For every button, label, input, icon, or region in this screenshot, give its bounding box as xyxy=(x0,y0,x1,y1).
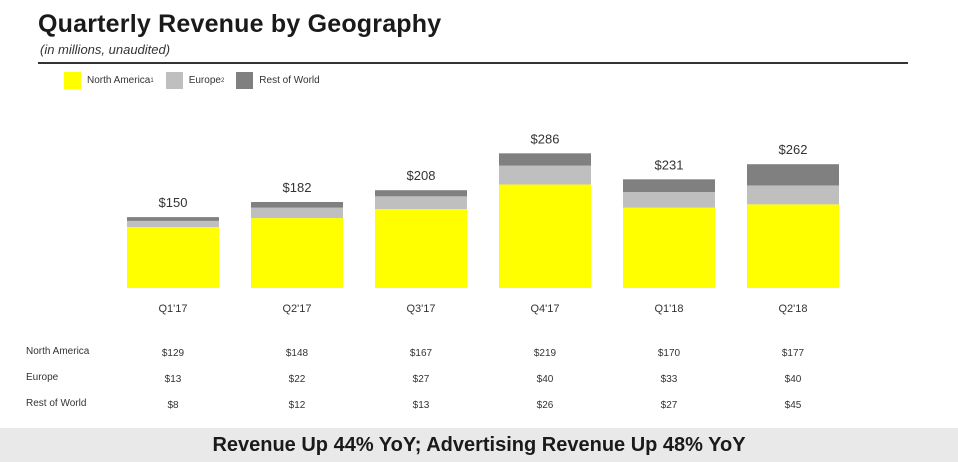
table-cell-rest-of-world-q4-17: $26 xyxy=(537,400,554,411)
bar-north-america-q1-17 xyxy=(127,227,219,288)
bar-rest-of-world-q3-17 xyxy=(375,190,467,197)
total-label-q4-17: $286 xyxy=(531,131,560,146)
bar-europe-q2-18 xyxy=(747,185,839,205)
footer-text: Revenue Up 44% YoY; Advertising Revenue … xyxy=(212,433,746,456)
table-cell-rest-of-world-q1-18: $27 xyxy=(661,400,678,411)
table-cell-north-america-q2-18: $177 xyxy=(782,348,805,359)
bar-north-america-q4-17 xyxy=(499,184,591,288)
table-cell-north-america-q1-18: $170 xyxy=(658,348,681,359)
total-label-q2-18: $262 xyxy=(779,142,808,157)
table-cell-rest-of-world-q1-17: $8 xyxy=(167,400,179,411)
legend-swatch-north-america xyxy=(64,72,81,89)
bar-europe-q4-17 xyxy=(499,165,591,185)
total-label-q1-18: $231 xyxy=(655,157,684,172)
table-cell-europe-q1-18: $33 xyxy=(661,374,678,385)
x-tick-label-q2-17: Q2'17 xyxy=(282,303,311,315)
legend-swatch-europe xyxy=(165,72,183,89)
bar-rest-of-world-q4-17 xyxy=(499,153,591,166)
bar-europe-q1-17 xyxy=(127,220,219,228)
bar-north-america-q2-17 xyxy=(251,218,343,288)
table-cell-rest-of-world-q2-18: $45 xyxy=(785,400,802,411)
bar-europe-q2-17 xyxy=(251,207,343,219)
table-cell-rest-of-world-q2-17: $12 xyxy=(289,400,306,411)
bar-north-america-q2-18 xyxy=(747,204,839,288)
x-tick-label-q1-18: Q1'18 xyxy=(654,303,683,315)
table-cell-europe-q3-17: $27 xyxy=(413,374,430,385)
table-cell-north-america-q4-17: $219 xyxy=(534,348,557,359)
table-cell-europe-q4-17: $40 xyxy=(537,374,554,385)
total-label-q1-17: $150 xyxy=(159,195,188,210)
footer-banner: Revenue Up 44% YoY; Advertising Revenue … xyxy=(0,428,958,462)
chart-subtitle: (in millions, unaudited) xyxy=(40,42,171,57)
table-cell-north-america-q1-17: $129 xyxy=(162,348,185,359)
bar-north-america-q3-17 xyxy=(375,209,467,288)
bar-rest-of-world-q1-18 xyxy=(623,179,715,193)
bar-north-america-q1-18 xyxy=(623,207,715,288)
bar-rest-of-world-q1-17 xyxy=(127,217,219,221)
legend-item-europe: Europe 2 xyxy=(165,72,225,89)
table-cell-rest-of-world-q3-17: $13 xyxy=(413,400,430,411)
legend-label-rest-of-world: Rest of World xyxy=(259,75,320,86)
legend-footnote-europe: 2 xyxy=(220,77,225,84)
legend: North America 1 Europe 2 Rest of World xyxy=(64,72,332,89)
bar-rest-of-world-q2-17 xyxy=(251,202,343,208)
legend-item-north-america: North America 1 xyxy=(64,72,154,89)
bar-europe-q3-17 xyxy=(375,196,467,210)
x-tick-label-q3-17: Q3'17 xyxy=(406,303,435,315)
table-row-label-europe: Europe xyxy=(26,372,59,383)
legend-swatch-rest-of-world xyxy=(236,72,254,89)
table-cell-north-america-q2-17: $148 xyxy=(286,348,309,359)
table-cell-europe-q2-17: $22 xyxy=(289,374,306,385)
legend-label-europe: Europe xyxy=(188,75,221,86)
x-tick-label-q2-18: Q2'18 xyxy=(778,303,807,315)
table-row-label-rest-of-world: Rest of World xyxy=(26,398,87,409)
table-cell-europe-q1-17: $13 xyxy=(165,374,182,385)
legend-item-rest-of-world: Rest of World xyxy=(236,72,320,89)
x-tick-label-q4-17: Q4'17 xyxy=(530,303,559,315)
stacked-bar-chart: $150 Q1'17 $129 $13 $8 $182 Q2'17 $148 $22 $12 $20… xyxy=(127,131,839,411)
legend-label-north-america: North America xyxy=(87,75,151,86)
bar-europe-q1-18 xyxy=(623,192,715,208)
legend-footnote-north-america: 1 xyxy=(150,77,154,84)
total-label-q2-17: $182 xyxy=(283,180,312,195)
table-cell-europe-q2-18: $40 xyxy=(785,374,802,385)
total-label-q3-17: $208 xyxy=(407,168,436,183)
bar-rest-of-world-q2-18 xyxy=(747,164,839,186)
table-cell-north-america-q3-17: $167 xyxy=(410,348,433,359)
chart-title: Quarterly Revenue by Geography xyxy=(38,10,442,38)
title-divider xyxy=(38,62,908,64)
x-tick-label-q1-17: Q1'17 xyxy=(158,303,187,315)
table-row-label-north-america: North America xyxy=(26,346,90,357)
